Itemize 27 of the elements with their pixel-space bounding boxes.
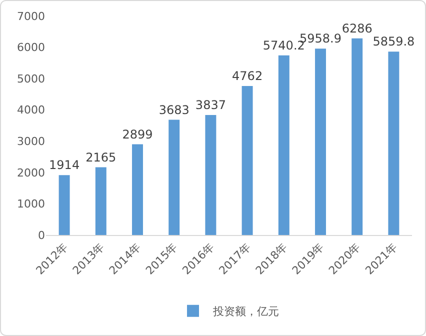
bar xyxy=(132,144,143,235)
data-label: 1914 xyxy=(49,158,80,172)
y-tick-label: 0 xyxy=(38,228,45,242)
data-label: 2165 xyxy=(86,150,116,164)
data-label: 6286 xyxy=(342,21,372,36)
bar xyxy=(388,52,400,235)
bar xyxy=(168,120,180,235)
y-tick-label: 5000 xyxy=(17,72,45,86)
y-tick-label: 2000 xyxy=(17,166,45,180)
y-tick-label: 6000 xyxy=(17,41,45,54)
bar xyxy=(278,55,290,235)
legend-label: 投资额，亿元 xyxy=(212,305,279,318)
y-tick-label: 3000 xyxy=(17,134,45,148)
bar xyxy=(95,167,106,235)
data-label: 3837 xyxy=(195,98,226,112)
y-tick-label: 7000 xyxy=(17,10,45,23)
bar xyxy=(352,38,363,235)
y-tick-label: 4000 xyxy=(17,104,45,117)
data-label: 2899 xyxy=(122,127,153,142)
y-tick-label: 1000 xyxy=(17,198,45,211)
bar xyxy=(58,175,70,235)
data-label: 5859.8 xyxy=(372,34,415,49)
data-label: 4762 xyxy=(232,69,263,84)
bar xyxy=(242,86,253,235)
bar xyxy=(205,114,216,235)
data-label: 3683 xyxy=(158,102,190,117)
bar xyxy=(315,48,326,235)
